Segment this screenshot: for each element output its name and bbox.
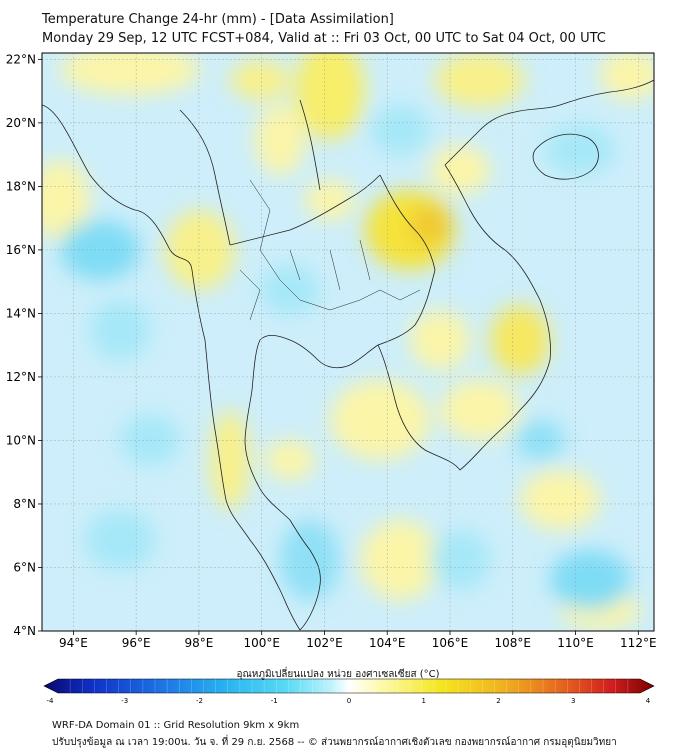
lat-tick-label: 18°N bbox=[6, 179, 36, 193]
lat-tick-label: 14°N bbox=[6, 306, 36, 320]
lon-tick-label: 106°E bbox=[432, 636, 469, 650]
colorbar-tick-label: 1 bbox=[422, 697, 426, 705]
lon-tick-label: 110°E bbox=[557, 636, 594, 650]
lat-tick-label: 22°N bbox=[6, 52, 36, 66]
lon-tick-label: 112°E bbox=[620, 636, 657, 650]
colorbar-segments bbox=[69, 679, 629, 693]
lat-tick-label: 16°N bbox=[6, 243, 36, 257]
lat-tick-label: 8°N bbox=[13, 497, 36, 511]
lat-tick-label: 4°N bbox=[13, 624, 36, 638]
temperature-field bbox=[42, 53, 654, 631]
colorbar-tick-label: -4 bbox=[47, 697, 55, 705]
map-title: Temperature Change 24-hr (mm) - [Data As… bbox=[42, 12, 394, 27]
colorbar-tick-label: 0 bbox=[347, 697, 351, 705]
lat-tick-label: 20°N bbox=[6, 116, 36, 130]
lon-tick-label: 108°E bbox=[495, 636, 532, 650]
colorbar-tick-label: -3 bbox=[121, 697, 128, 705]
lat-tick-label: 6°N bbox=[13, 560, 36, 574]
colorbar-bar bbox=[43, 678, 655, 694]
lon-tick-label: 94°E bbox=[59, 636, 88, 650]
lon-tick-label: 98°E bbox=[184, 636, 213, 650]
colorbar: -4 -3 -2 -1 0 1 2 3 4 bbox=[43, 678, 655, 705]
colorbar-tick-label: -1 bbox=[271, 697, 278, 705]
map-frame bbox=[41, 52, 655, 632]
colorbar-tick-label: 4 bbox=[646, 697, 651, 705]
lon-tick-label: 100°E bbox=[243, 636, 280, 650]
footer-credit: ปรับปรุงข้อมูล ณ เวลา 19:00น. วัน จ. ที่… bbox=[52, 737, 617, 748]
lon-tick-label: 104°E bbox=[369, 636, 406, 650]
colorbar-tick-label: 3 bbox=[571, 697, 575, 705]
footer-domain-info: WRF-DA Domain 01 :: Grid Resolution 9km … bbox=[52, 720, 300, 731]
latitude-labels: 4°N 6°N 8°N 10°N 12°N 14°N 16°N 18°N 20°N 22°N bbox=[6, 52, 36, 638]
colorbar-tick-labels: -4 -3 -2 -1 0 1 2 3 4 bbox=[47, 697, 651, 705]
lat-tick-label: 10°N bbox=[6, 433, 36, 447]
map-subtitle: Monday 29 Sep, 12 UTC FCST+084, Valid at… bbox=[42, 31, 606, 46]
colorbar-label: อุณหภูมิเปลี่ยนแปลง หน่วย องศาเซลเซียส (… bbox=[236, 669, 440, 680]
lon-tick-label: 102°E bbox=[306, 636, 343, 650]
colorbar-tick-label: 2 bbox=[496, 697, 500, 705]
lat-tick-label: 12°N bbox=[6, 370, 36, 384]
colorbar-tick-label: -2 bbox=[196, 697, 203, 705]
coastline-outlines bbox=[42, 79, 654, 631]
lon-tick-label: 96°E bbox=[122, 636, 151, 650]
longitude-labels: 94°E 96°E 98°E 100°E 102°E 104°E 106°E 108°E 110… bbox=[59, 636, 657, 650]
